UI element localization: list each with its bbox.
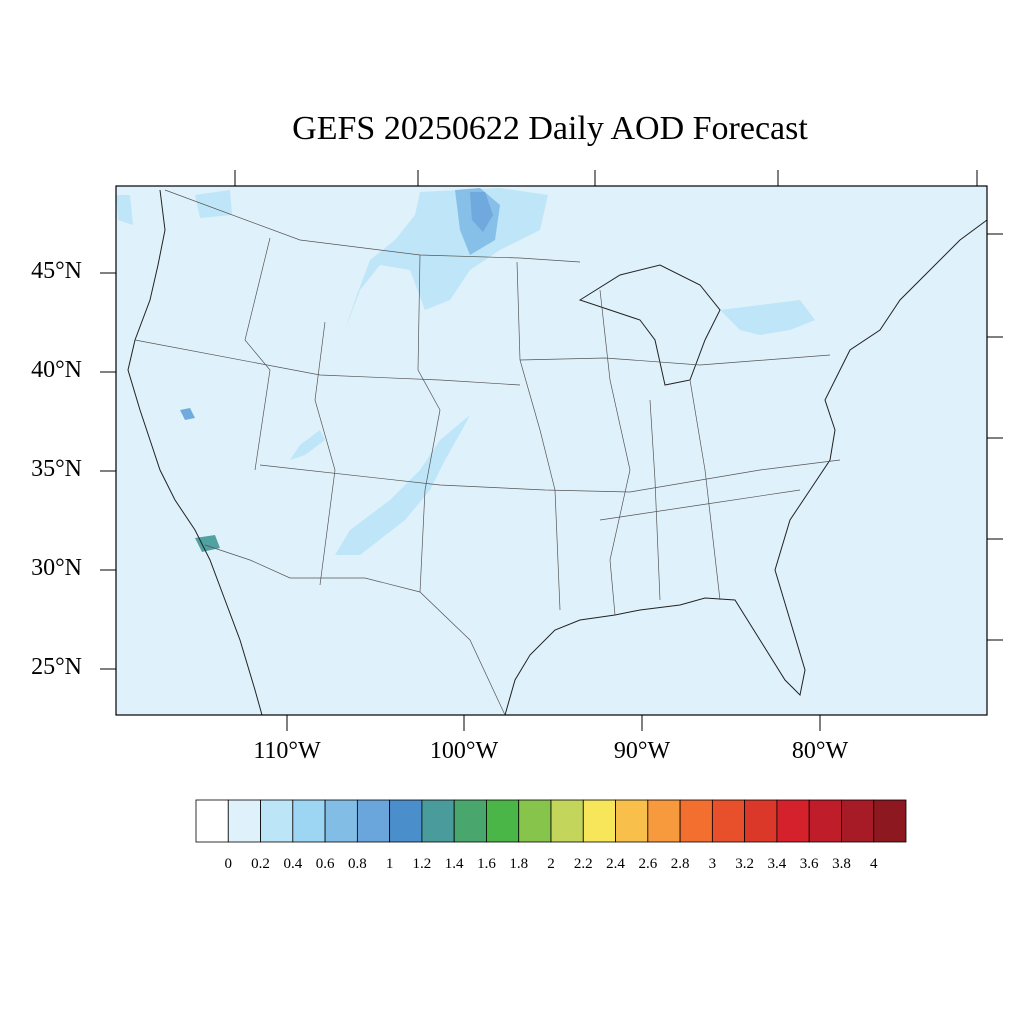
colorbar-swatch (808, 799, 842, 843)
aod-plume-montana (195, 190, 232, 218)
colorbar-swatch (841, 799, 875, 843)
border-lat-3 (519, 354, 831, 366)
aod-plume-northwest (116, 195, 133, 225)
colorbar-tick-label: 0.6 (315, 856, 335, 872)
colorbar-tick-label: 4 (869, 856, 878, 872)
colorbar-tick-label: 2.8 (670, 856, 690, 872)
bottom-ticks (286, 715, 821, 731)
lat-label-40: 40°N (31, 357, 82, 383)
colorbar-tick-label: 1.4 (444, 856, 464, 872)
colorbar-swatch (776, 799, 810, 843)
border-lat-1 (134, 339, 521, 386)
colorbar-tick-label: 2 (547, 856, 555, 872)
colorbar-tick-label: 3.8 (832, 856, 851, 872)
colorbar-swatch (582, 799, 616, 843)
colorbar-tick-label: 3.6 (799, 856, 819, 872)
lon-label-80w: 80°W (791, 738, 849, 764)
colorbar-swatch (324, 799, 358, 843)
colorbar-swatch (453, 799, 487, 843)
colorbar-swatch (744, 799, 778, 843)
lat-label-30: 30°N (31, 555, 82, 581)
colorbar-tick-label: 0 (224, 856, 233, 872)
top-ticks (234, 170, 978, 186)
aod-plume-core2 (470, 192, 493, 232)
border-lon-4 (516, 261, 561, 611)
aod-plume-ontario (720, 300, 815, 335)
colorbar-tick-label: 2.4 (606, 856, 625, 872)
lon-label-110w: 110°W (253, 738, 321, 764)
lon-label-90w: 90°W (613, 738, 671, 764)
border-lat-4 (599, 489, 801, 521)
border-lon-7 (689, 379, 721, 601)
colorbar-swatch (421, 799, 455, 843)
border-lon-5 (599, 289, 631, 616)
colorbar-swatch (356, 799, 391, 843)
colorbar-swatch (518, 799, 552, 843)
lon-label-100w: 100°W (429, 738, 499, 764)
colorbar-swatch (486, 799, 520, 843)
colorbar-swatch (227, 799, 261, 843)
colorbar-tick-label: 1 (385, 856, 394, 872)
west-coast (127, 189, 263, 716)
colorbar-tick-label: 3.4 (767, 856, 787, 872)
aod-plume-southwest (335, 415, 470, 555)
lat-label-25: 25°N (31, 654, 82, 680)
colorbar-tick-label: 1.8 (509, 856, 529, 872)
aod-plumes (116, 188, 815, 555)
colorbar-swatch (873, 799, 907, 843)
border-mexico (204, 544, 506, 716)
left-ticks (100, 272, 116, 670)
colorbar-swatch (292, 799, 326, 843)
colorbar-swatch (550, 799, 584, 843)
colorbar-tick-label: 2.2 (573, 856, 593, 872)
colorbar-tick-label: 0.8 (347, 856, 367, 872)
colorbar-swatch (679, 799, 713, 843)
lat-label-45: 45°N (31, 258, 82, 284)
colorbar-tick-label: 1.2 (412, 856, 432, 872)
colorbar-tick-label: 3 (708, 856, 717, 872)
colorbar-swatch (711, 799, 746, 843)
lat-label-35: 35°N (31, 456, 82, 482)
gulf-coast (504, 219, 988, 716)
coastlines (127, 189, 988, 716)
border-lon-1 (244, 237, 271, 471)
aod-plume-nevada (180, 408, 195, 420)
border-lat-2 (259, 459, 841, 493)
colorbar-swatch (260, 799, 294, 843)
border-lon-6 (649, 399, 661, 601)
state-borders (134, 189, 841, 716)
colorbar-tick-label: 0.2 (251, 856, 270, 872)
border-lon-3 (417, 254, 441, 593)
colorbar-tick-label: 0.4 (283, 856, 303, 872)
chart-title: GEFS 20250622 Daily AOD Forecast (292, 110, 808, 147)
colorbar-tick-label: 2.6 (638, 856, 658, 872)
great-lakes (578, 264, 721, 386)
colorbar-swatch (647, 799, 681, 843)
colorbar-swatch (615, 799, 649, 843)
border-lon-2 (314, 321, 336, 586)
colorbar-swatch (389, 799, 423, 843)
colorbar-tick-label: 3.2 (735, 856, 754, 872)
colorbar (195, 799, 907, 843)
colorbar-swatch (195, 799, 229, 843)
map-frame (115, 185, 988, 716)
aod-plume-colorado (290, 430, 325, 460)
map-background (116, 186, 987, 715)
right-ticks (987, 233, 1003, 641)
colorbar-tick-label: 1.6 (477, 856, 496, 872)
